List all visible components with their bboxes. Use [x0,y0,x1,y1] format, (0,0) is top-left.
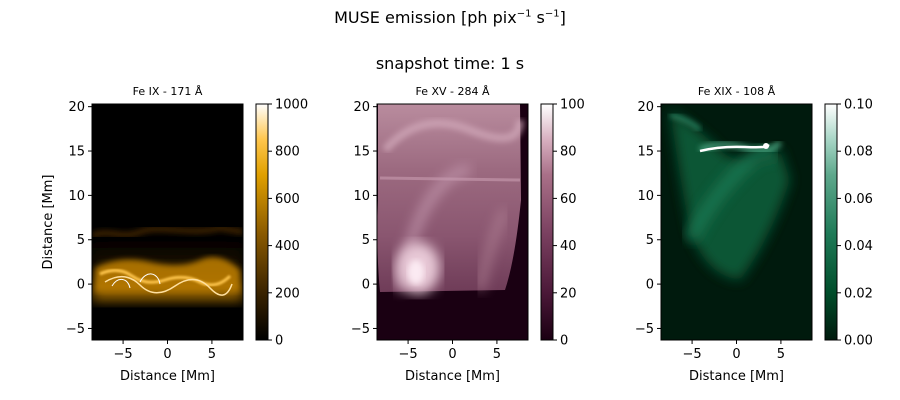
panel-3-ytick-label: 5 [646,233,654,248]
panel-3-colorbar-label: 0.06 [844,192,873,207]
panel-3-title: Fe XIX - 108 Å [698,85,776,98]
panel-1-colorbar-label: 1000 [275,98,308,113]
panel-2-colorbar-label: 20 [560,286,577,301]
panel-1-ytick-label: 20 [68,100,85,115]
panel-1-colorbar-label: 200 [275,286,300,301]
panel-3-image [661,104,812,340]
panel-1-xlabel: Distance [Mm] [120,369,215,384]
panel-1-ytick-label: 15 [68,145,85,160]
panel-2-colorbar-label: 100 [560,98,585,113]
panel-2-ytick-label: 0 [362,278,370,293]
panel-1-colorbar-label: 800 [275,145,300,160]
panel-2-ytick-label: 15 [353,145,370,160]
panel-3-colorbar-label: 0.02 [844,286,873,301]
panel-1-colorbar-label: 400 [275,239,300,254]
panel-2-xtick-label: 0 [448,347,456,362]
panel-2-xlabel: Distance [Mm] [405,369,500,384]
panel-3-xlabel: Distance [Mm] [689,369,784,384]
panel-3-ytick-label: −5 [635,322,654,337]
panel-1-xtick-label: 0 [163,347,171,362]
panel-3-colorbar-label: 0.10 [844,98,873,113]
figure-title: MUSE emission [ph pix−1 s−1] [334,8,566,27]
panel-1-image [92,104,243,340]
panel-1-ytick-label: 0 [77,278,85,293]
panel-3-xtick-label: 0 [732,347,740,362]
panel-2-xtick-label: −5 [399,347,418,362]
panel-2-colorbar [540,103,554,341]
axes-layer: Fe IX - 171 Å −5 0 5 −5 0 5 10 15 20 Distance [Mm]… [41,85,873,384]
panel-1-colorbar-label: 0 [275,334,283,349]
panel-3-colorbar-label: 0.00 [844,334,873,349]
panel-2-image [377,104,528,340]
panel-2-ytick-label: 20 [353,100,370,115]
panel-1-ylabel: Distance [Mm] [41,175,56,270]
panel-2-title: Fe XV - 284 Å [415,85,490,98]
panel-1-title: Fe IX - 171 Å [133,85,203,98]
panel-2-ytick-label: 10 [353,189,370,204]
panel-3-ytick-label: 10 [637,189,654,204]
panel-1-colorbar-label: 600 [275,192,300,207]
panel-3-colorbar [824,103,838,341]
panel-3-ytick-label: 0 [646,278,654,293]
panel-2-xtick-label: 5 [493,347,501,362]
panel-1-ytick-label: 10 [68,189,85,204]
panel-1-xtick-label: 5 [208,347,216,362]
panel-2-colorbar-label: 0 [560,334,568,349]
panel-3-colorbar-label: 0.04 [844,239,873,254]
panel-2-colorbar-label: 60 [560,192,577,207]
panel-3-ytick-label: 20 [637,100,654,115]
panel-2-colorbar-label: 40 [560,239,577,254]
panel-1-ytick-label: −5 [66,322,85,337]
panel-1-ytick-label: 5 [77,233,85,248]
panel-3-xtick-label: −5 [683,347,702,362]
panel-3-ytick-label: 15 [637,145,654,160]
panel-3-colorbar-label: 0.08 [844,145,873,160]
panel-1-colorbar [255,103,269,341]
panel-3-xtick-label: 5 [777,347,785,362]
figure-subtitle: snapshot time: 1 s [375,54,525,73]
panel-2-ytick-label: 5 [362,233,370,248]
panel-1-xtick-label: −5 [114,347,133,362]
panel-2-ytick-label: −5 [351,322,370,337]
panel-2-colorbar-label: 80 [560,145,577,160]
